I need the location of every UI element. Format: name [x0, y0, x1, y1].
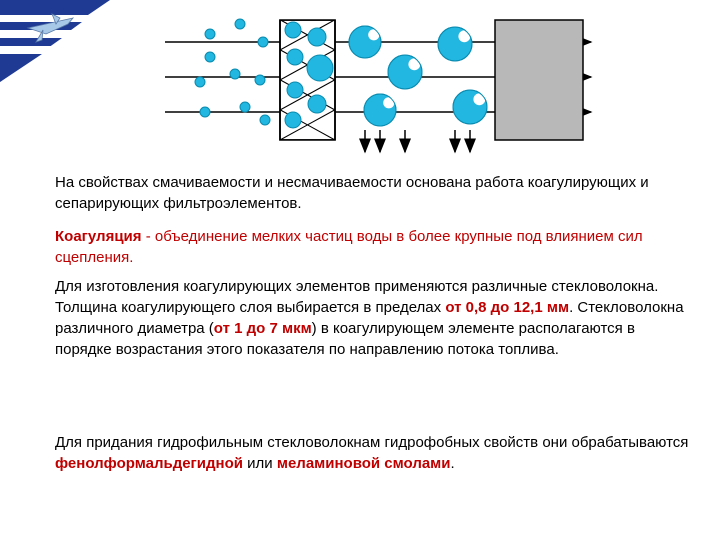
paragraph-materials: Для изготовления коагулирующих элементов…	[55, 276, 690, 360]
coagulation-diagram	[165, 12, 595, 157]
paragraph-definition: Коагуляция - объединение мелких частиц в…	[55, 226, 690, 268]
paragraph-intro: На свойствах смачиваемости и несмачиваем…	[55, 172, 690, 214]
paragraph-treatment: Для придания гидрофильным стекловолокнам…	[55, 432, 690, 474]
corner-logo	[0, 0, 110, 110]
